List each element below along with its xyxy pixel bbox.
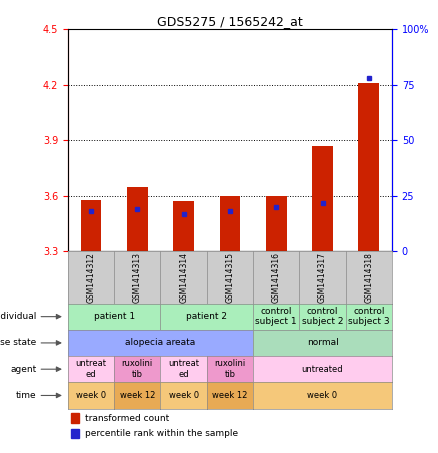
Text: GSM1414316: GSM1414316	[272, 252, 281, 303]
Text: ruxolini
tib: ruxolini tib	[122, 360, 153, 379]
Text: patient 2: patient 2	[186, 312, 227, 321]
Text: untreat
ed: untreat ed	[75, 360, 106, 379]
Bar	[219, 196, 240, 251]
Bar	[266, 196, 286, 251]
Text: normal: normal	[307, 338, 339, 347]
Text: GSM1414315: GSM1414315	[226, 252, 234, 303]
Bar	[312, 146, 333, 251]
Text: patient 1: patient 1	[94, 312, 135, 321]
Text: control
subject 2: control subject 2	[302, 307, 343, 326]
Text: control
subject 3: control subject 3	[348, 307, 390, 326]
Text: agent: agent	[10, 365, 36, 374]
Text: percentile rank within the sample: percentile rank within the sample	[85, 429, 239, 438]
Text: time: time	[16, 391, 36, 400]
Text: week 0: week 0	[76, 391, 106, 400]
Text: control
subject 1: control subject 1	[255, 307, 297, 326]
Text: individual: individual	[0, 312, 36, 321]
Bar	[127, 187, 148, 251]
Text: week 0: week 0	[307, 391, 338, 400]
Text: GSM1414314: GSM1414314	[179, 252, 188, 303]
Text: GSM1414317: GSM1414317	[318, 252, 327, 303]
Text: untreat
ed: untreat ed	[168, 360, 199, 379]
Text: alopecia areata: alopecia areata	[125, 338, 196, 347]
Text: disease state: disease state	[0, 338, 36, 347]
Bar	[71, 429, 79, 438]
Text: untreated: untreated	[302, 365, 343, 374]
Text: GSM1414312: GSM1414312	[87, 252, 95, 303]
Text: GSM1414318: GSM1414318	[364, 252, 373, 303]
Bar	[358, 83, 379, 251]
Bar	[81, 200, 102, 251]
Text: week 12: week 12	[120, 391, 155, 400]
Title: GDS5275 / 1565242_at: GDS5275 / 1565242_at	[157, 15, 303, 28]
Text: ruxolini
tib: ruxolini tib	[214, 360, 246, 379]
Text: week 0: week 0	[169, 391, 199, 400]
Bar	[173, 202, 194, 251]
Text: week 12: week 12	[212, 391, 247, 400]
Bar	[71, 414, 79, 423]
Text: transformed count: transformed count	[85, 414, 170, 423]
Text: GSM1414313: GSM1414313	[133, 252, 142, 303]
